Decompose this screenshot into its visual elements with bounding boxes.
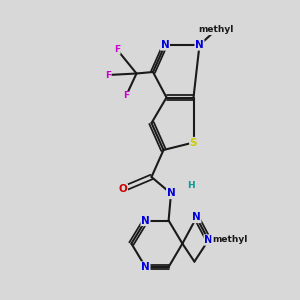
Text: N: N <box>204 235 213 245</box>
Text: F: F <box>114 45 120 54</box>
Text: N: N <box>141 215 150 226</box>
Text: O: O <box>118 184 127 194</box>
Text: methyl: methyl <box>198 26 234 34</box>
Text: S: S <box>190 137 197 148</box>
Text: F: F <box>105 70 111 80</box>
Text: H: H <box>187 182 194 190</box>
Text: N: N <box>141 262 150 272</box>
Text: N: N <box>195 40 204 50</box>
Text: N: N <box>160 40 169 50</box>
Text: F: F <box>123 92 129 100</box>
Text: methyl: methyl <box>212 236 247 244</box>
Text: N: N <box>192 212 201 223</box>
Text: N: N <box>167 188 176 199</box>
